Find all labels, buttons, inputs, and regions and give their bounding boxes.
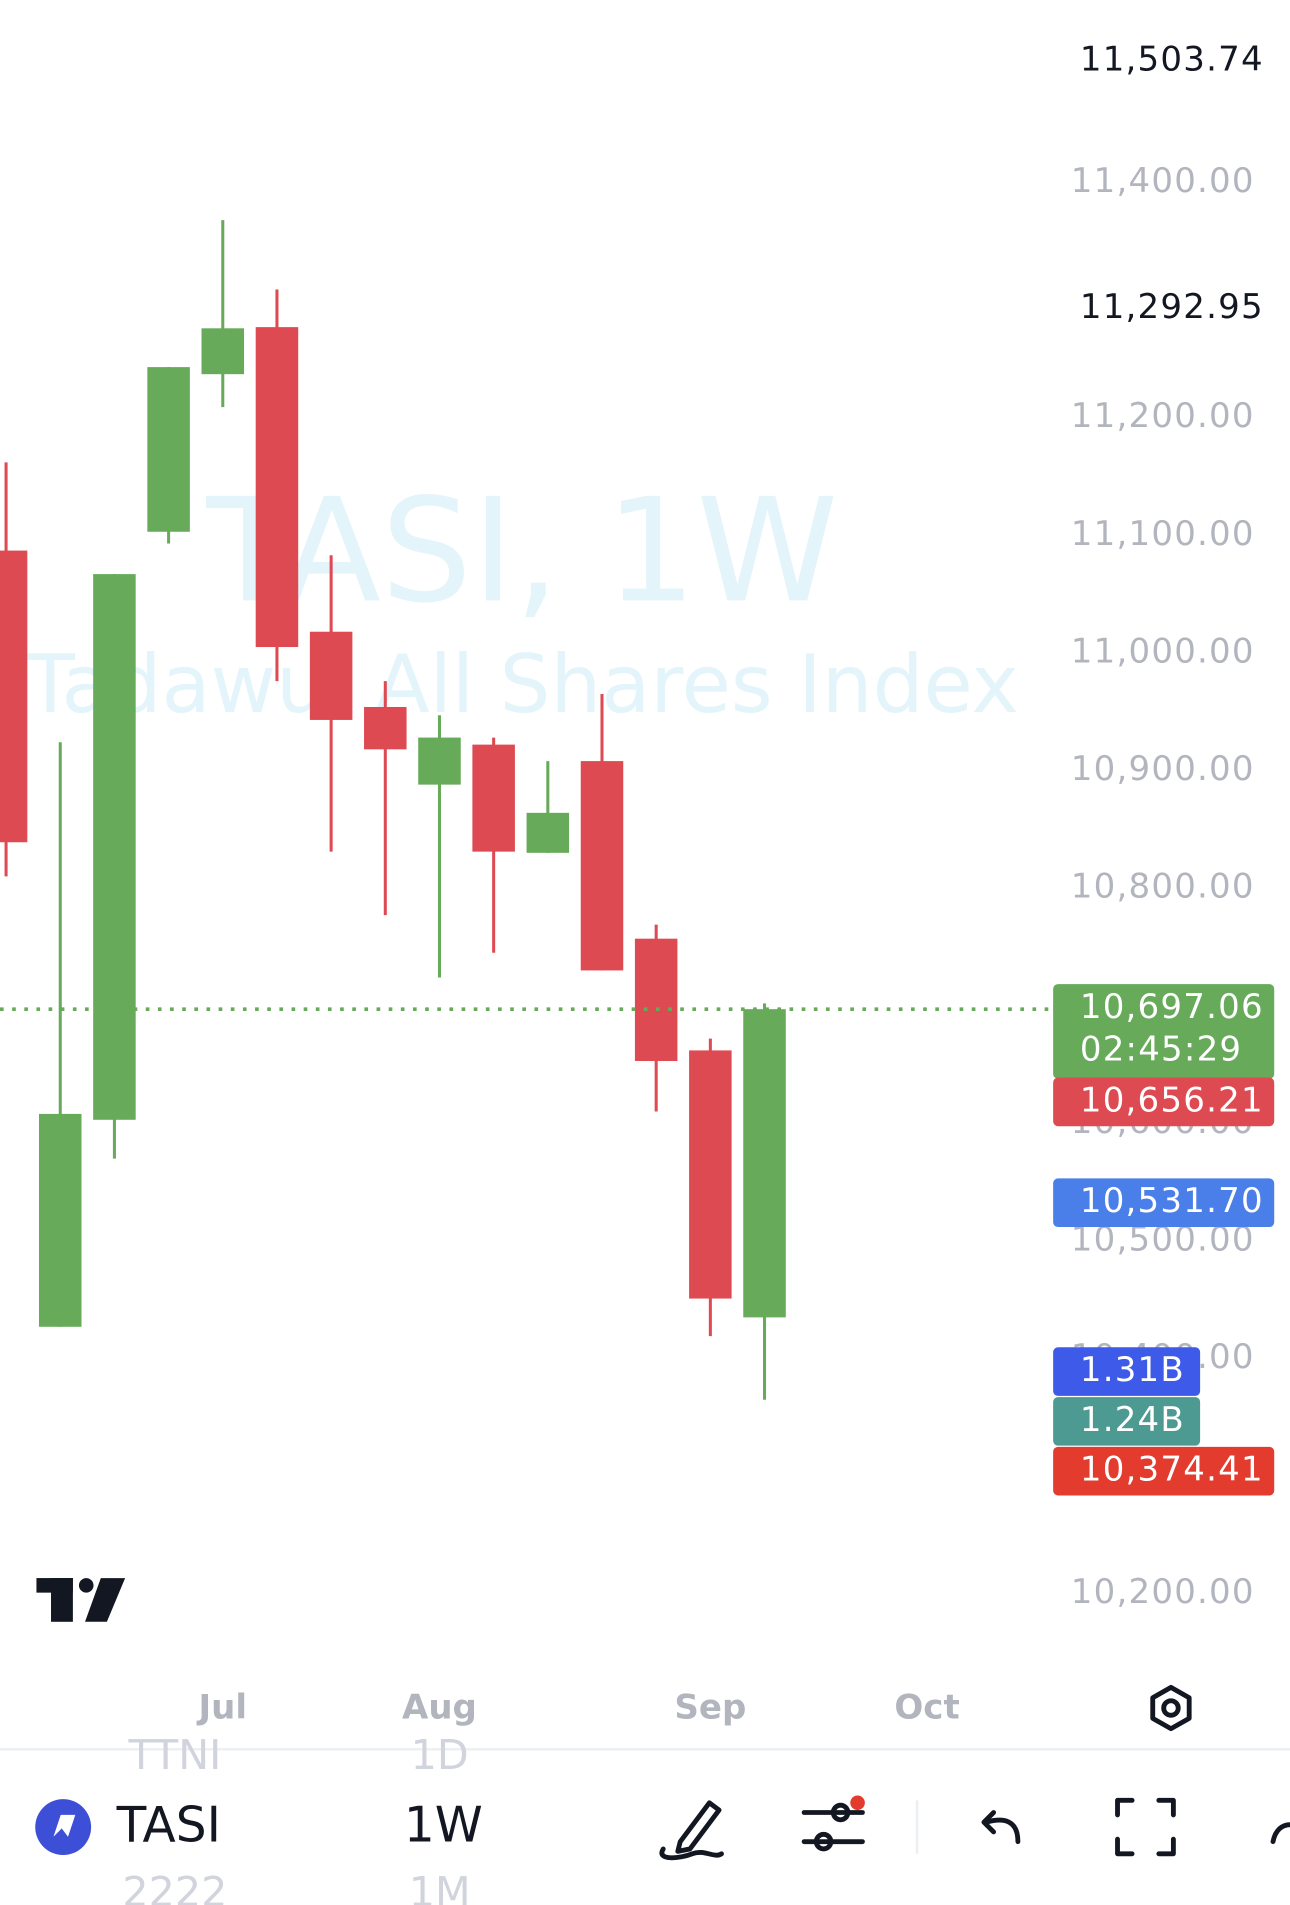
interval-faded: 1D: [411, 1731, 469, 1779]
candle-body: [255, 327, 299, 648]
candle-body: [472, 744, 515, 852]
candle-body: [309, 631, 353, 720]
plot-area: [0, 220, 1052, 1400]
candle-body: [526, 812, 570, 853]
x-tick-label: Oct: [894, 1688, 959, 1728]
watermark-title: TASI, 1W: [205, 467, 838, 634]
price-label: 10,656.21: [1080, 1080, 1264, 1120]
candle-body: [0, 550, 28, 843]
price-label: 11,292.95: [1080, 287, 1264, 327]
price-label-box: [1053, 1446, 1275, 1496]
x-tick-label: Jul: [197, 1688, 248, 1728]
y-tick-label: 10,200.00: [1071, 1572, 1255, 1612]
settings-button[interactable]: [1150, 1684, 1192, 1732]
y-tick-label: 10,800.00: [1071, 867, 1255, 907]
fullscreen-button[interactable]: [1115, 1797, 1176, 1857]
candle-body: [38, 1113, 82, 1327]
candle-body: [634, 938, 678, 1061]
symbol[interactable]: TASI: [116, 1797, 221, 1853]
x-tick-label: Sep: [674, 1688, 746, 1728]
more-button[interactable]: [1270, 1822, 1290, 1845]
price-label: 11,503.74: [1080, 39, 1264, 79]
price-label-box: [1053, 1397, 1201, 1446]
price-label: 1.24B: [1080, 1400, 1185, 1440]
symbol-faded: 2222: [122, 1868, 227, 1905]
price-label-box: [1053, 1077, 1275, 1127]
candle-body: [147, 367, 190, 532]
price-label-box: [1053, 1178, 1275, 1228]
interval-faded: 1M: [409, 1868, 471, 1905]
indicators-button[interactable]: [801, 1795, 865, 1852]
price-label-box: [1053, 984, 1275, 1079]
toolbar-band: [0, 1785, 1290, 1871]
x-tick-label: Aug: [402, 1688, 477, 1728]
interval[interactable]: 1W: [404, 1797, 483, 1853]
y-tick-label: 11,400.00: [1071, 161, 1255, 201]
price-label: 10,531.70: [1080, 1181, 1264, 1221]
candle-body: [418, 737, 461, 785]
candle-body: [201, 328, 245, 375]
candle-body: [364, 706, 407, 750]
price-label: 1.31B: [1080, 1350, 1185, 1390]
y-tick-label: 11,000.00: [1071, 631, 1255, 671]
candle-body: [743, 1009, 786, 1318]
y-tick-label: 10,900.00: [1071, 749, 1255, 789]
symbol-faded: TTNI: [128, 1731, 222, 1779]
candle-body: [689, 1050, 732, 1299]
price-label: 10,697.06: [1080, 987, 1264, 1027]
watermark-subtitle: Tadawul All Shares Index: [25, 638, 1019, 731]
draw-button[interactable]: [659, 1800, 724, 1861]
price-axis: 10,200.0010,400.0010,500.0010,600.0010,8…: [1053, 39, 1275, 1612]
undo-button[interactable]: [981, 1810, 1021, 1845]
y-tick-label: 11,200.00: [1071, 396, 1255, 436]
price-label-box: [1053, 1347, 1201, 1396]
candle-body: [580, 761, 624, 971]
y-tick-label: 11,100.00: [1071, 514, 1255, 554]
logo: [36, 1578, 126, 1622]
symbol-icon[interactable]: [35, 1799, 92, 1856]
candle-body: [93, 574, 136, 1120]
countdown: 02:45:29: [1080, 1029, 1242, 1069]
price-label: 10,374.41: [1080, 1450, 1264, 1490]
